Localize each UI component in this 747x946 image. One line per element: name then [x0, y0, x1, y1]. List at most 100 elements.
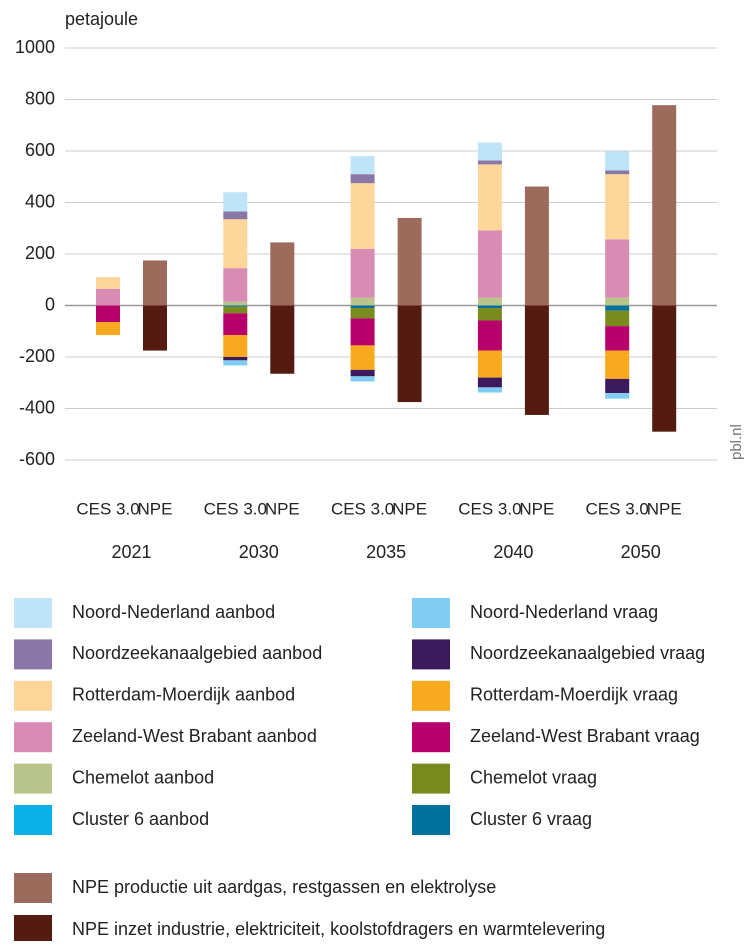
bar-segment	[350, 376, 375, 382]
legend-label: Cluster 6 vraag	[470, 809, 592, 829]
legend-swatch	[14, 763, 52, 794]
bar-segment	[223, 301, 248, 306]
bar-segment	[524, 186, 549, 306]
bar-segment	[605, 378, 630, 394]
legend-swatch	[412, 763, 450, 794]
x-tick-label: CES 3.0	[204, 499, 267, 518]
legend-label: Zeeland-West Brabant vraag	[470, 726, 700, 746]
bar-segment	[350, 297, 375, 306]
x-tick-label: CES 3.0	[586, 499, 649, 518]
x-tick-label: NPE	[392, 499, 427, 518]
legend-label: Cluster 6 aanbod	[72, 809, 209, 829]
bar-segment	[477, 160, 502, 165]
x-tick-label: NPE	[138, 499, 173, 518]
legend-swatch	[14, 915, 52, 945]
bar-segment	[350, 369, 375, 377]
legend-label: Noord-Nederland aanbod	[72, 602, 275, 622]
bar-segment	[223, 219, 248, 269]
legend-swatch	[14, 680, 52, 711]
bar-segment	[96, 277, 120, 289]
bar-segment	[96, 288, 120, 306]
legend-label: NPE productie uit aardgas, restgassen en…	[72, 877, 496, 897]
legend-swatch	[412, 722, 450, 753]
x-tick-label: CES 3.0	[458, 499, 521, 518]
y-tick-label: -600	[19, 449, 55, 469]
legend-swatch	[14, 722, 52, 753]
source: pbl.nl	[728, 424, 745, 460]
legend-swatch	[412, 639, 450, 670]
group-label: 2040	[493, 542, 533, 562]
bar-segment	[223, 335, 248, 357]
bar-segment	[652, 305, 677, 432]
bar-segment	[605, 310, 630, 327]
group-label: 2021	[111, 542, 151, 562]
bar-segment	[605, 239, 630, 298]
y-tick-label: 0	[45, 294, 55, 314]
x-tick-label: CES 3.0	[76, 499, 139, 518]
legend-label: Noordzeekanaalgebied aanbod	[72, 643, 322, 663]
legend-swatch	[412, 680, 450, 711]
bar-segment	[143, 305, 167, 351]
bar-segment	[96, 305, 120, 323]
bar-segment	[270, 305, 295, 374]
y-tick-label: 1000	[15, 37, 55, 57]
bar-segment	[477, 387, 502, 393]
legend-label: Chemelot vraag	[470, 767, 597, 787]
x-tick-label: NPE	[647, 499, 682, 518]
bar-segment	[143, 260, 167, 306]
bar-segment	[605, 174, 630, 240]
y-tick-label: 400	[25, 191, 55, 211]
bar-segment	[397, 217, 422, 306]
legend-label: Rotterdam-Moerdijk vraag	[470, 685, 678, 705]
legend-label: Noordzeekanaalgebied vraag	[470, 643, 705, 663]
bar-segment	[223, 357, 248, 361]
legend-label: Noord-Nederland vraag	[470, 602, 658, 622]
bar-segment	[477, 142, 502, 161]
y-tick-label: 200	[25, 243, 55, 263]
bar-segment	[605, 297, 630, 306]
bar-segment	[350, 156, 375, 175]
bar-segment	[605, 170, 630, 175]
bar-segment	[223, 192, 248, 212]
bar-segment	[223, 268, 248, 302]
bar-segment	[350, 345, 375, 370]
legend-swatch	[412, 598, 450, 628]
bar-segment	[477, 305, 502, 309]
bar-segment	[477, 308, 502, 321]
bar-segment	[397, 305, 422, 403]
x-tick-label: NPE	[265, 499, 300, 518]
bar-segment	[477, 164, 502, 231]
bar-segment	[223, 306, 248, 314]
bar-segment	[223, 360, 248, 366]
legend-label: Chemelot aanbod	[72, 767, 214, 787]
bar-segment	[477, 297, 502, 306]
group-label: 2050	[621, 542, 661, 562]
bar-segment	[477, 320, 502, 351]
bar-segment	[350, 174, 375, 184]
bar-segment	[477, 350, 502, 378]
bar-segment	[350, 318, 375, 346]
legend-swatch	[412, 805, 450, 835]
bar-segment	[652, 105, 677, 306]
bar-segment	[350, 183, 375, 249]
bar-segment	[350, 248, 375, 298]
bar-segment	[605, 326, 630, 351]
legend-swatch	[14, 805, 52, 835]
bar-segment	[524, 305, 549, 415]
legend-label: Rotterdam-Moerdijk aanbod	[72, 685, 295, 705]
bar-segment	[605, 350, 630, 379]
legend-swatch	[14, 639, 52, 670]
x-tick-label: CES 3.0	[331, 499, 394, 518]
bar-segment	[350, 308, 375, 319]
bar-segment	[223, 305, 248, 307]
bar-segment	[605, 305, 630, 311]
bar-segment	[350, 305, 375, 309]
x-tick-label: NPE	[519, 499, 554, 518]
bar-segment	[96, 322, 120, 336]
y-tick-label: 600	[25, 140, 55, 160]
bar-segment	[477, 230, 502, 298]
y-tick-label: 800	[25, 88, 55, 108]
y-axis-label: petajoule	[65, 9, 138, 29]
bar-segment	[605, 393, 630, 399]
